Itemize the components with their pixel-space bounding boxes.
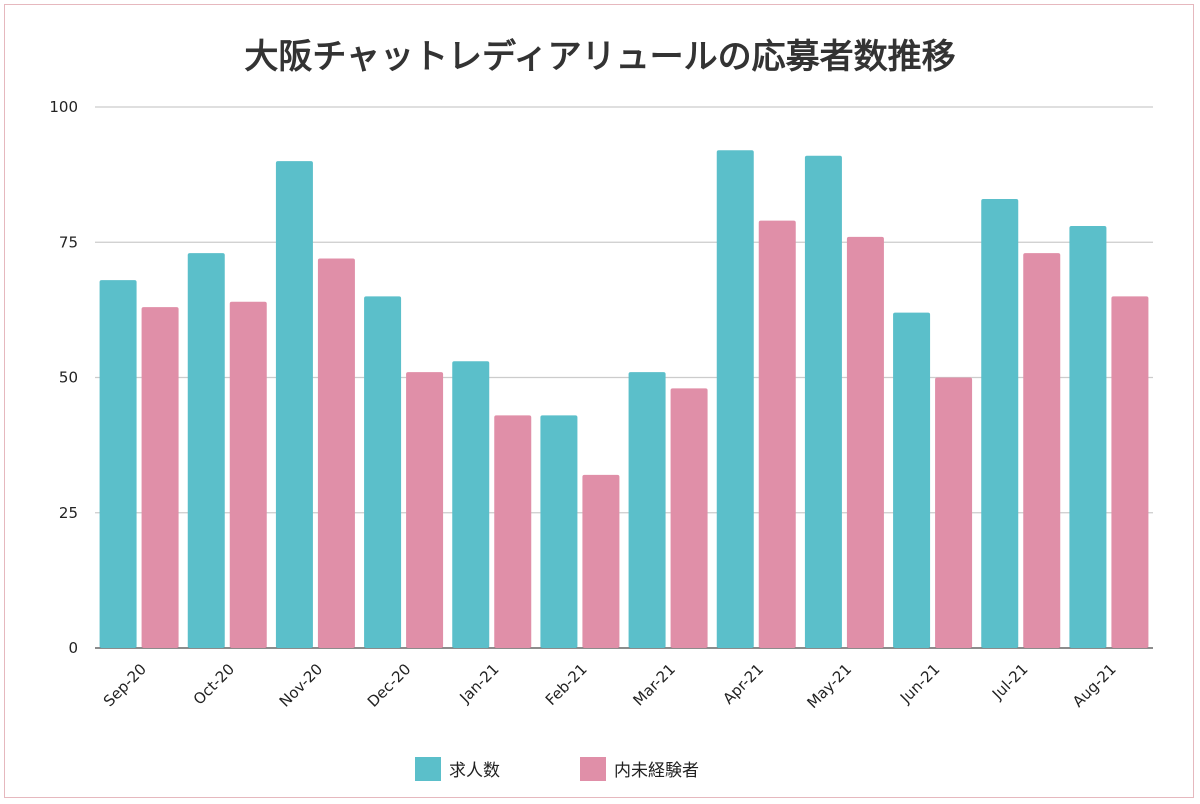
y-tick-label: 50 — [59, 369, 78, 387]
bar-series1-Jun-21 — [893, 312, 931, 648]
bar-series2-Mar-21 — [670, 388, 708, 648]
y-tick-label: 0 — [68, 639, 78, 657]
chart-title: 大阪チャットレディアリュールの応募者数推移 — [244, 37, 955, 77]
bar-series2-Aug-21 — [1111, 296, 1149, 648]
bar-series2-Jan-21 — [494, 415, 532, 648]
bar-series2-Jul-21 — [1023, 253, 1061, 648]
legend-label: 内未経験者 — [614, 761, 699, 781]
x-tick-label: May-21 — [803, 660, 855, 712]
x-tick-label: Apr-21 — [719, 660, 767, 708]
x-tick-label: Feb-21 — [542, 660, 591, 709]
bar-series1-Nov-20 — [275, 161, 313, 648]
legend-label: 求人数 — [449, 761, 500, 781]
legend-swatch — [580, 757, 606, 781]
bar-series1-Feb-21 — [540, 415, 578, 648]
bar-series1-Oct-20 — [187, 253, 225, 648]
bar-series1-May-21 — [804, 155, 842, 648]
bar-series1-Jan-21 — [452, 361, 490, 648]
y-tick-label: 100 — [49, 98, 78, 116]
bar-series2-Feb-21 — [582, 474, 620, 648]
y-tick-label: 75 — [59, 233, 78, 251]
legend-swatch — [415, 757, 441, 781]
x-tick-label: Jul-21 — [988, 660, 1032, 704]
bar-series2-May-21 — [846, 236, 884, 648]
bar-series2-Sep-20 — [141, 307, 179, 648]
bar-series1-Jul-21 — [981, 198, 1019, 648]
bar-series1-Mar-21 — [628, 372, 666, 648]
x-tick-label: Jun-21 — [896, 660, 943, 707]
bar-series1-Aug-21 — [1069, 226, 1107, 648]
x-tick-label: Sep-20 — [100, 660, 150, 710]
x-tick-label: Oct-20 — [190, 660, 238, 708]
bar-series2-Oct-20 — [229, 301, 267, 648]
bar-series1-Apr-21 — [716, 150, 754, 648]
bar-series2-Nov-20 — [317, 258, 355, 648]
bar-series2-Dec-20 — [406, 372, 444, 648]
x-tick-label: Jan-21 — [455, 660, 502, 707]
x-tick-label: Dec-20 — [364, 660, 415, 711]
x-tick-label: Mar-21 — [630, 660, 679, 709]
bar-series1-Dec-20 — [364, 296, 402, 648]
y-tick-label: 25 — [59, 504, 78, 522]
bar-series1-Sep-20 — [99, 280, 137, 648]
x-tick-label: Nov-20 — [276, 660, 326, 710]
bar-series2-Apr-21 — [758, 220, 796, 649]
bar-series2-Jun-21 — [935, 377, 973, 648]
x-tick-label: Aug-21 — [1069, 660, 1120, 711]
